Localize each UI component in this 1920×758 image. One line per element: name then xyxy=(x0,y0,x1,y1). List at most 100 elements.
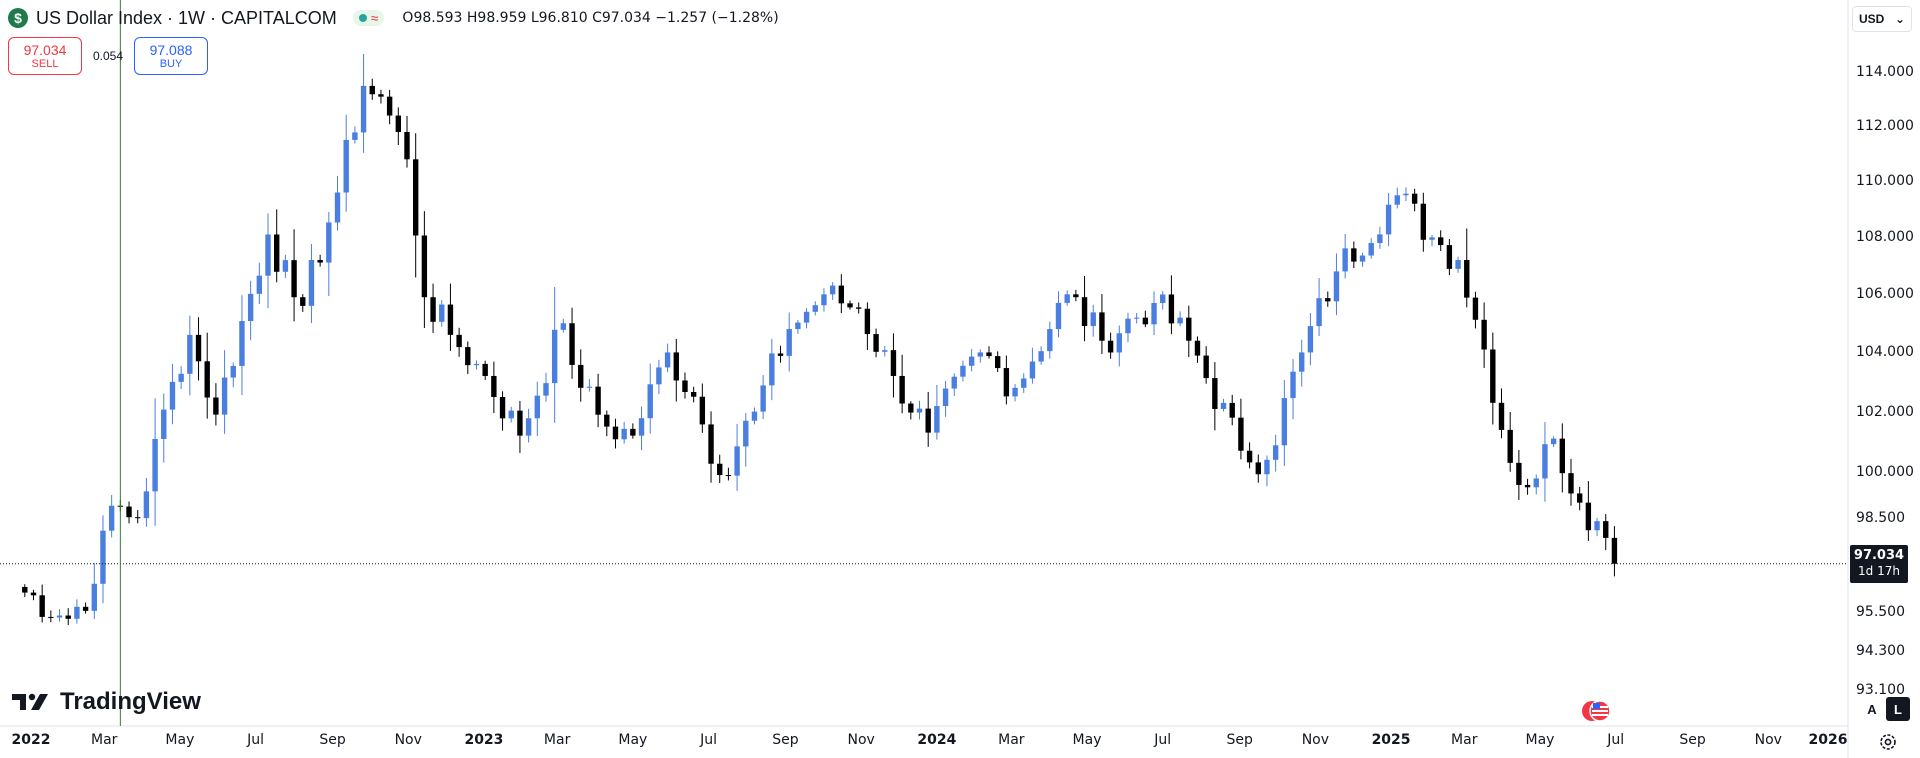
candle-body xyxy=(482,363,488,376)
candle-body xyxy=(1238,417,1244,451)
candle-body xyxy=(725,475,732,477)
candle-body xyxy=(1498,402,1505,430)
candle-body xyxy=(690,391,697,397)
candle-body xyxy=(838,285,845,304)
time-axis-label: Sep xyxy=(1679,732,1706,748)
us-flag-icon[interactable] xyxy=(1581,698,1611,724)
log-scale-button[interactable]: L xyxy=(1886,697,1910,721)
candle-body xyxy=(456,334,462,348)
candle-body xyxy=(1359,255,1366,262)
time-axis-label: Nov xyxy=(1301,732,1330,748)
candle-body xyxy=(100,530,106,584)
candle-body xyxy=(378,94,384,97)
candle-body xyxy=(760,385,766,412)
candle-body xyxy=(847,303,853,308)
candle-body xyxy=(39,595,45,617)
buy-price: 97.088 xyxy=(149,42,193,58)
candle-body xyxy=(22,586,28,593)
candle-body xyxy=(360,85,367,133)
candle-body xyxy=(308,259,315,306)
candle-body xyxy=(126,506,132,518)
candle-body xyxy=(595,386,601,415)
candle-body xyxy=(213,397,219,415)
candle-body xyxy=(1246,450,1253,463)
buy-label: BUY xyxy=(159,58,183,70)
candle-body xyxy=(829,285,836,295)
candle-body xyxy=(1012,387,1018,397)
candle-body xyxy=(369,85,375,95)
candle-body xyxy=(699,396,706,425)
chart-header: $ US Dollar Index · 1W · CAPITALCOM ≈ O9… xyxy=(8,6,779,30)
gear-icon[interactable] xyxy=(1877,731,1899,753)
tradingview-watermark: TradingView xyxy=(12,688,201,716)
bar-countdown: 1d 17h xyxy=(1858,564,1900,579)
price-axis-label: 94.300 xyxy=(1856,642,1905,659)
candle-body xyxy=(1603,521,1609,538)
candle-body xyxy=(265,234,271,276)
candle-body xyxy=(543,383,549,396)
delayed-data-icon: ≈ xyxy=(370,10,379,26)
candle-body xyxy=(673,352,679,381)
candle-body xyxy=(1585,502,1592,531)
candle-body xyxy=(812,305,818,312)
candles-group xyxy=(22,54,1618,626)
time-axis-label: 2023 xyxy=(464,732,504,748)
candle-body xyxy=(908,403,914,413)
candle-body xyxy=(1116,333,1122,353)
time-axis-label: Mar xyxy=(998,732,1025,748)
candle-body xyxy=(968,356,975,366)
time-axis-label: Nov xyxy=(394,732,422,748)
candle-body xyxy=(604,414,610,427)
candle-body xyxy=(230,365,236,378)
candle-body xyxy=(960,365,966,377)
sell-button[interactable]: 97.034 SELL xyxy=(8,37,82,75)
symbol-title[interactable]: US Dollar Index · 1W · CAPITALCOM xyxy=(36,7,337,28)
candle-body xyxy=(343,139,349,193)
time-axis-label: 2025 xyxy=(1371,732,1411,748)
candle-body xyxy=(1472,297,1479,320)
candle-body xyxy=(1151,302,1157,325)
candle-body xyxy=(412,159,419,236)
candle-body xyxy=(300,297,306,306)
candle-body xyxy=(586,386,593,388)
candle-body xyxy=(386,96,393,116)
candle-body xyxy=(1368,243,1374,256)
candle-body xyxy=(1568,473,1574,494)
candle-body xyxy=(65,615,71,619)
time-axis-label: May xyxy=(1525,732,1555,748)
candle-body xyxy=(1073,294,1079,298)
candle-body xyxy=(612,426,619,440)
candle-body xyxy=(1333,271,1340,302)
candle-body xyxy=(30,592,37,596)
price-axis-label: 100.000 xyxy=(1856,463,1914,480)
candle-body xyxy=(638,418,645,436)
candle-body xyxy=(439,304,445,322)
candle-body xyxy=(447,304,454,335)
candle-body xyxy=(899,375,905,404)
candle-body xyxy=(986,352,992,357)
candle-body xyxy=(1194,340,1201,356)
price-axis-label: 114.000 xyxy=(1856,64,1914,81)
candle-body xyxy=(630,428,636,436)
last-price-tag: 97.034 1d 17h xyxy=(1850,544,1908,583)
buy-button[interactable]: 97.088 BUY xyxy=(134,37,208,75)
candle-body xyxy=(560,323,567,330)
candle-body xyxy=(916,408,923,413)
candle-body xyxy=(1533,478,1539,488)
candle-body xyxy=(1559,438,1566,474)
candle-body xyxy=(247,293,254,322)
candle-body xyxy=(525,418,532,436)
candle-body xyxy=(1272,445,1279,460)
candle-body xyxy=(1594,521,1600,531)
auto-scale-button[interactable]: A xyxy=(1860,697,1884,721)
candle-body xyxy=(1133,317,1140,319)
market-status-badge[interactable]: ≈ xyxy=(352,10,385,26)
candle-body xyxy=(1055,302,1062,330)
currency-dropdown[interactable]: USD ⌄ xyxy=(1852,6,1912,32)
time-axis-label: May xyxy=(1072,732,1102,748)
candle-body xyxy=(1542,444,1548,479)
candle-body xyxy=(1403,193,1409,196)
candle-body xyxy=(1611,537,1618,564)
price-axis-label: 98.500 xyxy=(1856,510,1905,527)
